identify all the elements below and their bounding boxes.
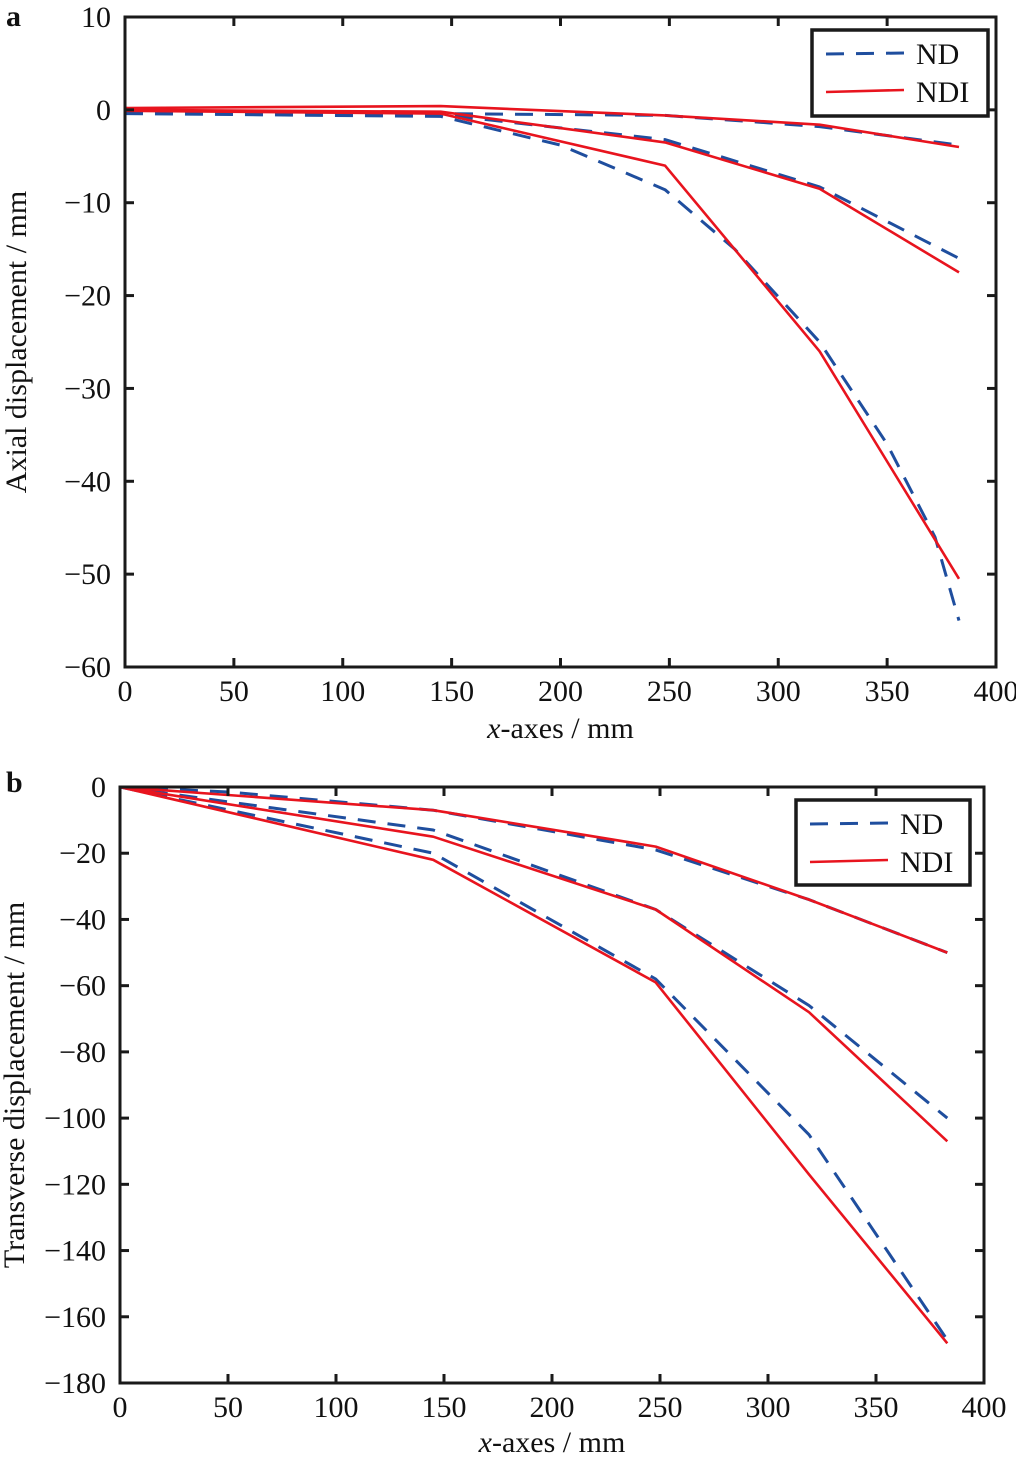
- series-line-ndi-3: [124, 104, 960, 149]
- y-tick-label: −60: [64, 651, 111, 684]
- x-tick-label: 250: [647, 675, 692, 708]
- x-tick-label: 300: [756, 675, 801, 708]
- series-line-ndi-3: [119, 785, 948, 954]
- x-tick-label: 350: [854, 1391, 899, 1424]
- x-axis-label-italic: x: [486, 712, 501, 745]
- y-tick-label: −120: [44, 1168, 106, 1201]
- x-tick-label: 400: [962, 1391, 1007, 1424]
- series-line-nd-2: [119, 785, 949, 1341]
- y-tick-label: −80: [59, 1036, 106, 1069]
- legend-label-nd: ND: [900, 808, 943, 841]
- panel-label: b: [6, 766, 23, 799]
- series-line-ndi-4: [119, 785, 949, 1143]
- x-axis-label: x-axes / mm: [486, 712, 634, 745]
- chart-panel-a: 0 50 100 150 200 250 300 350 400100−10−20−30−40−…: [0, 0, 1016, 745]
- x-tick-label: 200: [530, 1391, 575, 1424]
- y-tick-label: 10: [81, 1, 111, 34]
- x-tick-label: 300: [746, 1391, 791, 1424]
- x-tick-label: 50: [213, 1391, 243, 1424]
- legend-swatch-nd: [809, 821, 889, 826]
- y-tick-label: 0: [96, 94, 111, 127]
- y-axis-label: Axial displacement / mm: [0, 191, 33, 493]
- legend-swatch-nd: [825, 51, 905, 56]
- x-tick-label: 400: [974, 675, 1016, 708]
- series-line-nd-1: [124, 111, 960, 260]
- x-axis-label-rest: -axes / mm: [492, 1426, 625, 1459]
- legend-swatch-ndi: [825, 88, 905, 94]
- series-line-ndi-4: [124, 108, 960, 274]
- x-tick-label: 100: [320, 675, 365, 708]
- y-tick-label: 0: [91, 771, 106, 804]
- y-tick-label: −20: [64, 280, 111, 313]
- y-tick-label: −40: [59, 903, 106, 936]
- panel-label: a: [6, 0, 21, 33]
- x-tick-label: 50: [219, 675, 249, 708]
- x-tick-label: 0: [113, 1391, 128, 1424]
- legend-swatch-ndi: [809, 858, 889, 864]
- y-tick-label: −30: [64, 372, 111, 405]
- x-tick-label: 350: [865, 675, 910, 708]
- series-line-ndi-5: [124, 109, 961, 580]
- series-line-nd-2: [124, 112, 961, 622]
- x-axis-label-rest: -axes / mm: [501, 712, 634, 745]
- legend-box: [794, 798, 972, 887]
- x-axis-label: x-axes / mm: [478, 1426, 626, 1459]
- y-tick-label: −160: [44, 1301, 106, 1334]
- y-tick-label: −50: [64, 558, 111, 591]
- x-tick-label: 200: [538, 675, 583, 708]
- legend-label-ndi: NDI: [900, 846, 953, 879]
- legend-label-ndi: NDI: [916, 76, 969, 109]
- series-group: [119, 785, 949, 1345]
- x-tick-label: 100: [314, 1391, 359, 1424]
- legend-label-nd: ND: [916, 38, 959, 71]
- y-tick-label: −20: [59, 837, 106, 870]
- y-tick-label: −180: [44, 1367, 106, 1400]
- series-line-ndi-5: [119, 785, 949, 1345]
- y-axis-label: Transverse displacement / mm: [0, 902, 31, 1268]
- legend-box: [810, 28, 990, 118]
- x-tick-label: 150: [429, 675, 474, 708]
- y-tick-label: −60: [59, 970, 106, 1003]
- legend: ND NDI: [810, 28, 990, 118]
- x-tick-label: 250: [638, 1391, 683, 1424]
- series-group: [124, 104, 961, 622]
- x-tick-label: 0: [118, 675, 133, 708]
- y-tick-label: −140: [44, 1235, 106, 1268]
- x-tick-label: 150: [422, 1391, 467, 1424]
- x-axis-label-italic: x: [478, 1426, 493, 1459]
- chart-panel-b: 0 50 100 150 200 250 300 350 400 0 −20 −40 −60 −80 −10…: [0, 766, 1007, 1459]
- y-tick-label: −10: [64, 187, 111, 220]
- y-tick-label: −100: [44, 1102, 106, 1135]
- y-tick-label: −40: [64, 465, 111, 498]
- legend: ND NDI: [794, 798, 972, 887]
